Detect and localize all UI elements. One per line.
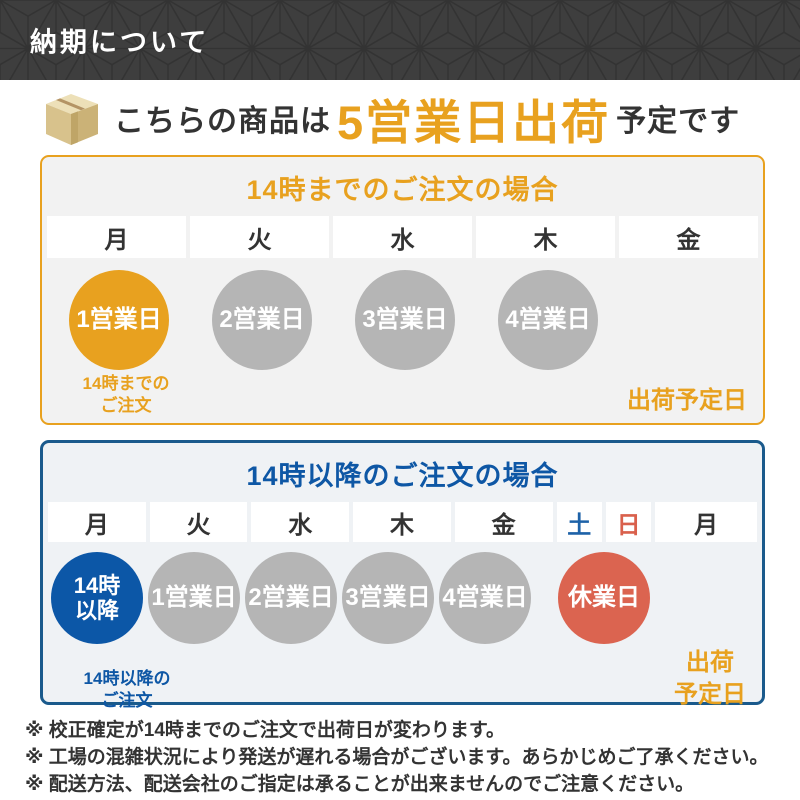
day-cell: 水 — [333, 216, 472, 258]
business-day-circle: 3営業日 — [342, 552, 434, 644]
headline-highlight: 5営業日出荷 — [337, 95, 611, 149]
panel-after-14: 14時以降のご注文の場合 月 火 水 木 金 土 日 月 14時 以降 1営業日… — [40, 440, 765, 710]
footnotes: ※ 校正確定が14時までのご注文で出荷日が変わります。 ※ 工場の混雑状況により… — [0, 718, 800, 799]
footnote: ※ 配送方法、配送会社のご指定は承ることが出来ませんのでご注意ください。 — [25, 773, 695, 795]
headline-suffix: 予定です — [616, 105, 741, 138]
day-cell: 金 — [619, 216, 758, 258]
weekday-row: 月 火 水 木 金 土 日 月 — [43, 502, 762, 542]
business-day-circle: 2営業日 — [245, 552, 337, 644]
circle-label: 14時 — [73, 572, 121, 598]
day-cell: 水 — [251, 502, 350, 542]
asanoha-pattern-icon — [0, 0, 800, 80]
schedule-circle-row: 1営業日 2営業日 3営業日 4営業日 — [42, 270, 763, 370]
panel-title: 14時以降のご注文の場合 — [246, 461, 559, 491]
day-cell: 月 — [655, 502, 757, 542]
business-day-circle: 3営業日 — [355, 270, 455, 370]
holiday-circle: 休業日 — [558, 552, 650, 644]
headline-prefix: こちらの商品は — [114, 105, 331, 138]
day-cell: 火 — [190, 216, 329, 258]
day-cell: 月 — [47, 216, 186, 258]
weekday-row: 月 火 水 木 金 — [42, 216, 763, 258]
page-header: 納期について — [0, 0, 800, 80]
day-cell: 木 — [353, 502, 451, 542]
day-cell: 木 — [476, 216, 615, 258]
day-cell-saturday: 土 — [556, 502, 602, 542]
day-cell-sunday: 日 — [605, 502, 652, 542]
circle-label: 3営業日 — [345, 584, 431, 612]
page-title: 納期について — [30, 27, 210, 58]
footnote: ※ 工場の混雑状況により発送が遅れる場合がございます。あらかじめご了承ください。 — [25, 746, 769, 768]
ship-date-label: 出荷 予定日 — [674, 647, 746, 712]
panel-footer: 14時以降の ご注文 出荷 予定日 — [43, 644, 762, 712]
business-day-circle: 4営業日 — [439, 552, 531, 644]
business-day-circle: 2営業日 — [212, 270, 312, 370]
day-cell: 月 — [48, 502, 146, 542]
circle-label: 1営業日 — [151, 584, 237, 612]
order-deadline-note: 14時までの ご注文 — [50, 373, 202, 417]
business-day-circle: 1営業日 — [69, 270, 169, 370]
circle-label: 休業日 — [568, 584, 640, 612]
cardboard-box-icon — [38, 89, 104, 147]
ship-label-line: 予定日 — [674, 681, 746, 709]
circle-label: 1営業日 — [76, 306, 162, 334]
order-after-14-circle: 14時 以降 — [51, 552, 143, 644]
schedule-circle-row: 14時 以降 1営業日 2営業日 3営業日 4営業日 休業日 — [43, 552, 762, 644]
order-note-line: 14時までの — [82, 374, 170, 393]
ship-date-label: 出荷予定日 — [627, 385, 747, 417]
day-cell: 金 — [454, 502, 553, 542]
order-note-line: 14時以降の — [83, 668, 171, 688]
panel-footer: 14時までの ご注文 出荷予定日 — [42, 370, 763, 417]
business-day-circle: 1営業日 — [148, 552, 240, 644]
ship-label-line: 出荷予定日 — [627, 386, 747, 414]
panel-title: 14時までのご注文の場合 — [246, 175, 559, 205]
order-note-line: ご注文 — [101, 690, 153, 710]
circle-label: 2営業日 — [248, 584, 334, 612]
circle-label: 2営業日 — [219, 306, 305, 334]
panel-before-14: 14時までのご注文の場合 月 火 水 木 金 1営業日 2営業日 3営業日 4営… — [40, 155, 765, 425]
circle-label: 3営業日 — [362, 306, 448, 334]
footnote: ※ 校正確定が14時までのご注文で出荷日が変わります。 — [25, 720, 505, 741]
circle-label: 4営業日 — [442, 584, 528, 612]
business-day-circle: 4営業日 — [498, 270, 598, 370]
shipping-headline: こちらの商品は 5営業日出荷 予定です — [0, 80, 800, 150]
order-note-line: ご注文 — [100, 396, 152, 416]
order-deadline-note: 14時以降の ご注文 — [51, 668, 203, 712]
circle-label: 4営業日 — [505, 306, 591, 334]
ship-label-line: 出荷 — [686, 649, 734, 676]
circle-label: 以降 — [74, 598, 119, 623]
day-cell: 火 — [149, 502, 248, 542]
